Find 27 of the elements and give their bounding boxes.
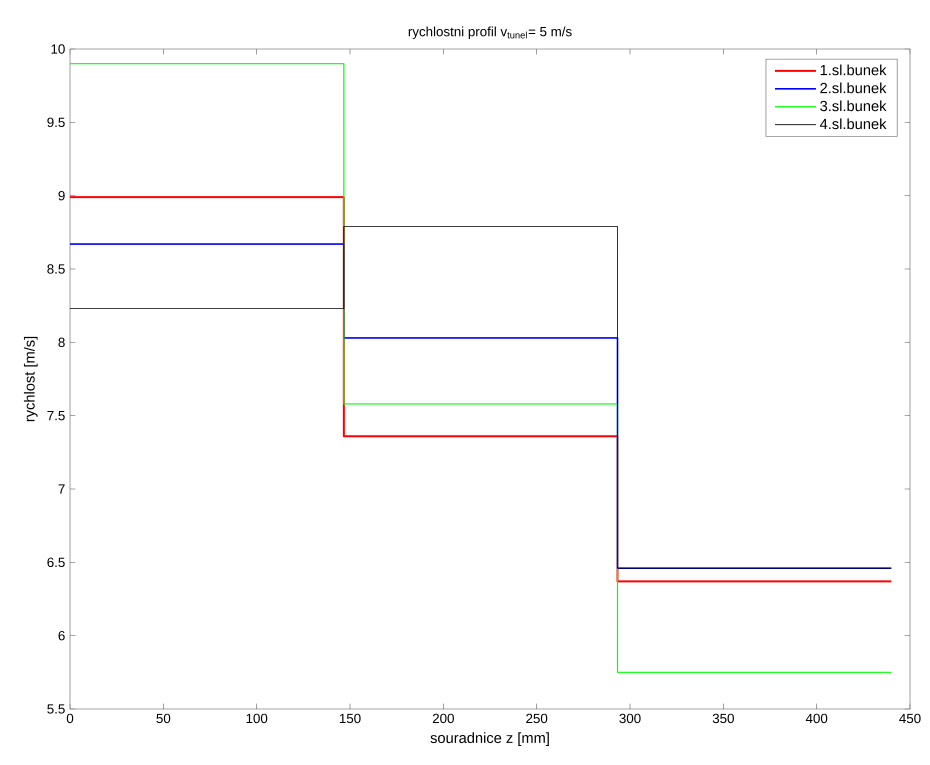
x-tick-label: 0 — [66, 714, 74, 724]
legend-label: 3.sl.bunek — [820, 100, 886, 112]
x-tick-label: 50 — [156, 714, 170, 724]
y-tick-label: 7 — [58, 484, 65, 494]
x-tick-label: 350 — [712, 714, 734, 724]
y-tick-label: 8 — [58, 338, 65, 348]
y-tick-label: 9.5 — [47, 118, 65, 128]
x-tick-label: 300 — [619, 714, 641, 724]
x-axis-title: souradnice z [mm] — [430, 732, 549, 746]
x-tick-label: 400 — [806, 714, 828, 724]
y-tick-label: 6 — [58, 630, 65, 640]
legend-label: 1.sl.bunek — [820, 64, 886, 76]
y-tick-label: 9 — [58, 190, 65, 200]
x-tick-label: 100 — [246, 714, 268, 724]
y-tick-label: 10 — [51, 44, 65, 54]
y-tick-label: 7.5 — [47, 411, 65, 420]
y-tick-label: 8.5 — [47, 264, 65, 274]
y-tick-label: 6.5 — [47, 558, 65, 568]
x-tick-label: 250 — [526, 714, 548, 724]
y-axis-title: rychlost [m/s] — [24, 336, 38, 422]
x-tick-label: 200 — [432, 714, 454, 724]
legend-label: 4.sl.bunek — [820, 118, 886, 130]
chart-title: rychlostni profil v$_{tunel}$= 5 m/s — [408, 26, 572, 39]
legend-label: 2.sl.bunek — [820, 82, 886, 94]
x-tick-label: 450 — [899, 714, 921, 724]
y-tick-label: 5.5 — [47, 704, 65, 714]
x-tick-label: 150 — [340, 714, 361, 724]
